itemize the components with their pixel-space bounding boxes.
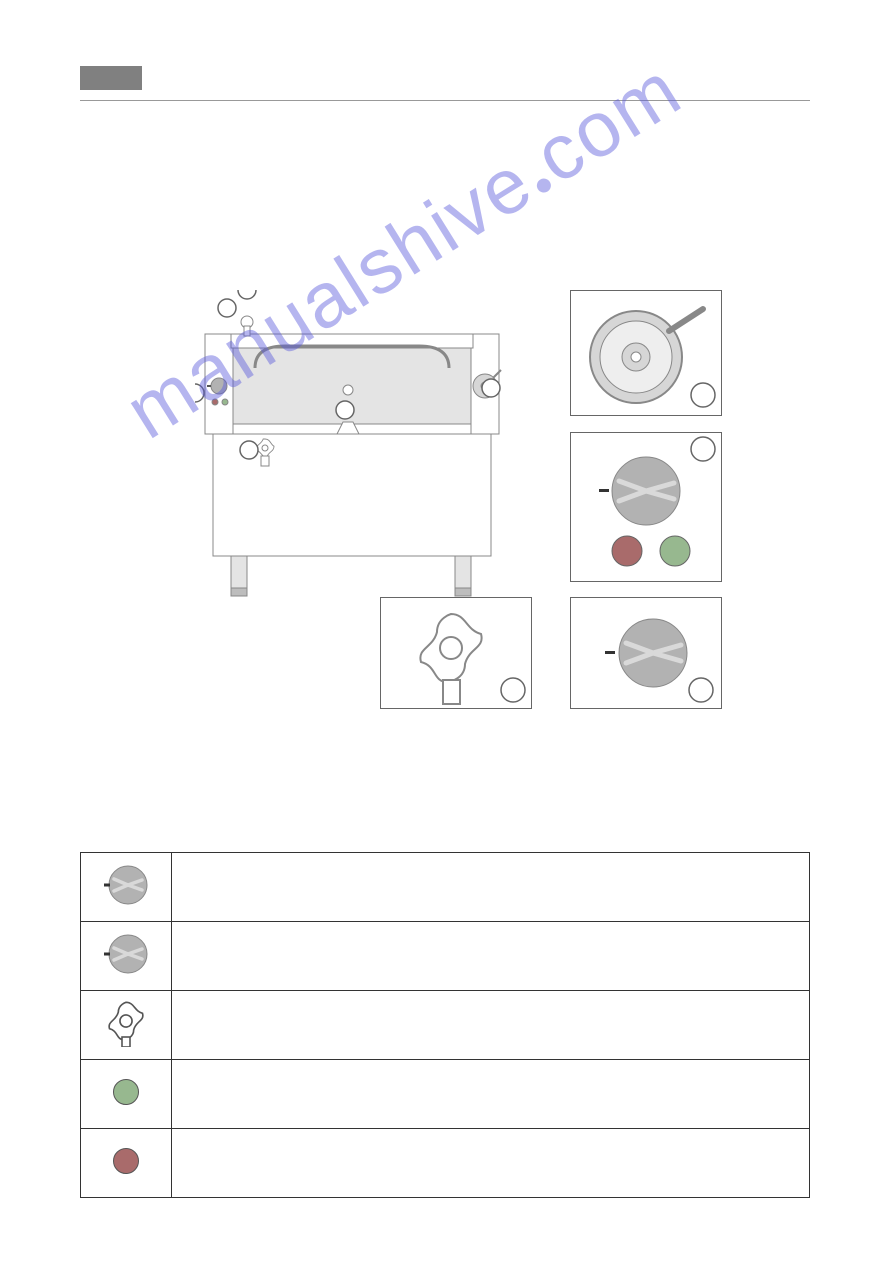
knob-icon <box>102 930 150 978</box>
page: manualshivecom <box>0 0 893 1263</box>
legend-icon-cell <box>81 1060 172 1129</box>
water-tap-icon <box>381 598 531 708</box>
legend-icon-cell <box>81 991 172 1060</box>
legend-text-cell <box>172 991 810 1060</box>
red-light-icon <box>113 1148 139 1174</box>
detail-panel-handwheel <box>570 290 722 416</box>
header-accent-block <box>80 66 142 90</box>
knob-icon <box>102 861 150 909</box>
legend-icon-cell <box>81 1129 172 1198</box>
table-row <box>81 853 810 922</box>
legend-icon-cell <box>81 922 172 991</box>
legend-text-cell <box>172 1129 810 1198</box>
table-row <box>81 1129 810 1198</box>
flower-handle-icon <box>102 999 150 1047</box>
green-light-icon <box>113 1079 139 1105</box>
control-panel-icon <box>571 433 721 581</box>
table-row <box>81 922 810 991</box>
legend-text-cell <box>172 922 810 991</box>
legend-icon-cell <box>81 853 172 922</box>
detail-panel-controls <box>570 432 722 582</box>
thermostat-knob-icon <box>571 598 721 708</box>
header-rule <box>80 100 810 101</box>
legend-text-cell <box>172 1060 810 1129</box>
table-row <box>81 991 810 1060</box>
detail-panel-watertap <box>380 597 532 709</box>
detail-panel-thermostat <box>570 597 722 709</box>
appliance-figure <box>195 290 515 600</box>
table-row <box>81 1060 810 1129</box>
legend-text-cell <box>172 853 810 922</box>
legend-table <box>80 852 810 1198</box>
handwheel-icon <box>571 291 721 415</box>
